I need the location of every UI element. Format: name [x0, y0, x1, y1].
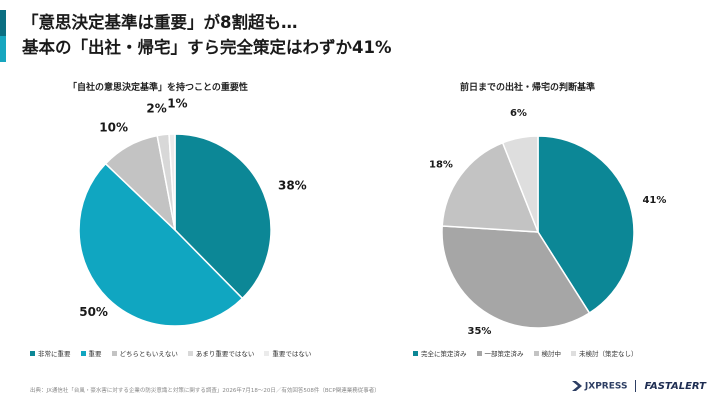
chart-1-legend-item-2: 重要 — [80, 348, 102, 358]
chart-1-legend-swatch-3 — [111, 350, 117, 356]
chart-2-data-label-3: 18% — [429, 159, 453, 170]
title-accent-bar — [0, 10, 6, 62]
chart-2-legend-swatch-4 — [571, 350, 576, 356]
chart-2-slice-4 — [501, 135, 539, 233]
chart-2-legend-label-2: 一部策定済み — [484, 350, 524, 358]
jxpress-logo-icon — [571, 380, 582, 391]
chart-1-legend-item-5: 重要ではない — [264, 348, 311, 358]
page-title-line-1: 「意思決定基準は重要」が8割超も… — [22, 13, 298, 32]
chart-2-data-label-2: 35% — [467, 326, 491, 337]
chart-2-legend-label-3: 検討中 — [541, 350, 562, 358]
chart-2-legend-item-1: 完全に策定済み — [413, 348, 467, 358]
chart-2-data-label-1: 41% — [642, 195, 666, 206]
chart-1-legend-label-5: 重要ではない — [272, 350, 312, 358]
chart-1-slice-1 — [174, 133, 272, 300]
chart-1-data-label-5: 1% — [167, 97, 187, 111]
chart-1-legend-label-4: あまり重要ではない — [195, 350, 255, 358]
chart-2-legend-label-4: 未検討（策定なし） — [579, 350, 638, 358]
chart-1-legend-swatch-1 — [30, 350, 35, 356]
chart-1-data-label-3: 10% — [99, 121, 128, 135]
chart-2-data-label-4: 6% — [510, 108, 527, 119]
chart-1-legend-label-1: 非常に重要 — [38, 350, 71, 358]
chart-1-legend-item-3: どちらともいえない — [111, 348, 178, 358]
chart-1-legend-swatch-5 — [264, 350, 270, 356]
chart-2-legend-swatch-1 — [413, 350, 418, 356]
chart-2-title: 前日までの出社・帰宅の判断基準 — [460, 83, 596, 93]
chart-2-legend-label-1: 完全に策定済み — [421, 350, 467, 358]
footer-logos: JXPRESS FASTALERT — [571, 380, 706, 392]
jxpress-logo-text: JXPRESS — [584, 381, 628, 392]
chart-2-legend-swatch-2 — [476, 350, 482, 356]
chart-2-legend-item-3: 検討中 — [533, 348, 562, 358]
chart-1-data-label-2: 50% — [79, 305, 108, 319]
chart-1-legend-swatch-2 — [80, 350, 86, 356]
chart-1-data-label-4: 2% — [146, 101, 166, 115]
page-title-line-2: 基本の「出社・帰宅」すら完全策定はわずか41% — [22, 38, 392, 57]
source-note: 出典：JX通信社「台風・豪水害に対する企業の防災意識と対策に関する調査」2026… — [30, 388, 380, 394]
chart-2-legend-item-2: 一部策定済み — [476, 348, 524, 358]
chart-2-slice-2 — [441, 225, 591, 329]
chart-1-slice-5 — [168, 133, 176, 231]
chart-2-legend-item-4: 未検討（策定なし） — [571, 348, 638, 358]
chart-1-data-label-1: 38% — [278, 179, 307, 193]
chart-1-legend-item-4: あまり重要ではない — [187, 348, 255, 358]
jxpress-logo: JXPRESS — [571, 380, 628, 392]
chart-2-legend-swatch-3 — [533, 350, 539, 356]
chart-1-legend: 非常に重要 重要 どちらともいえない あまり重要ではない 重要ではない — [30, 348, 311, 358]
page-title: 「意思決定基準は重要」が8割超も… 基本の「出社・帰宅」すら完全策定はわずか41… — [22, 10, 712, 60]
chart-2-legend: 完全に策定済み 一部策定済み 検討中 未検討（策定なし） — [413, 348, 638, 358]
logo-divider — [635, 380, 637, 392]
chart-1-legend-label-2: 重要 — [88, 350, 102, 358]
chart-1-slice-2 — [78, 162, 244, 327]
chart-2-slice-3 — [441, 141, 540, 233]
chart-1-legend-swatch-4 — [187, 350, 193, 356]
chart-1-title: 「自社の意思決定基準」を持つことの重要性 — [68, 83, 248, 93]
chart-1-legend-item-1: 非常に重要 — [30, 348, 71, 358]
fastalert-logo: FASTALERT — [644, 380, 706, 392]
chart-1-legend-label-3: どちらともいえない — [119, 350, 178, 358]
